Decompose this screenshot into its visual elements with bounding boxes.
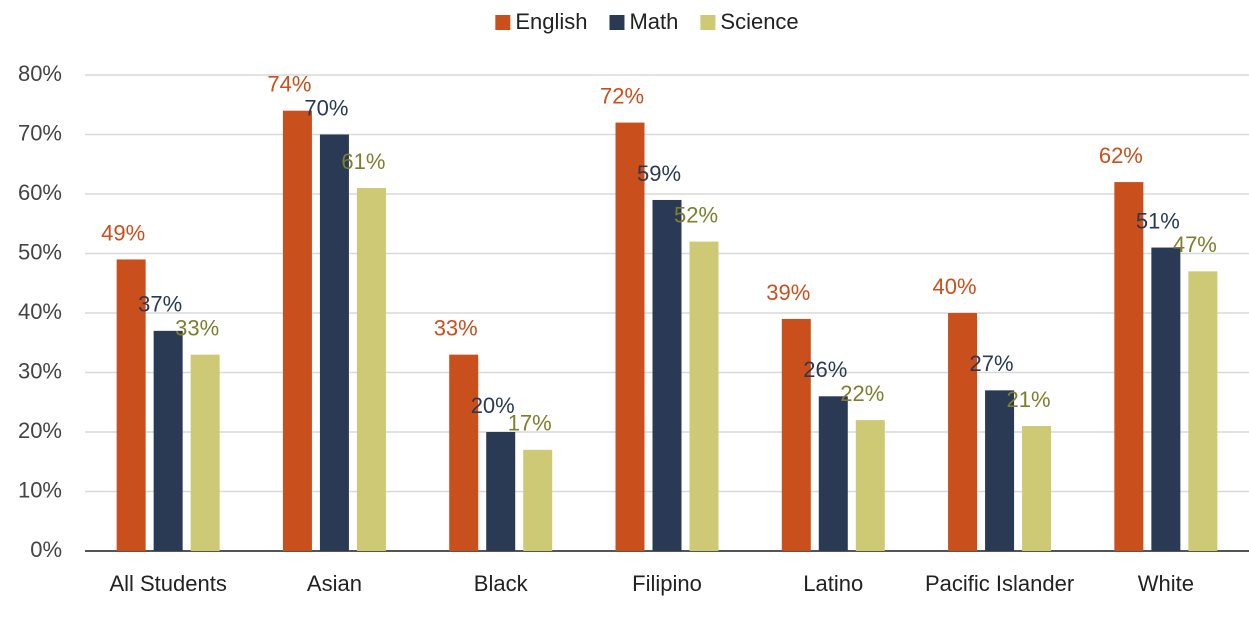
bar [449,354,479,551]
data-label: 33% [175,315,219,340]
data-label: 33% [434,315,478,340]
bar [652,199,682,551]
bar [190,354,220,551]
bar [486,432,516,551]
legend-swatch [609,15,625,30]
y-tick-label: 50% [18,239,62,264]
data-label: 59% [637,161,681,186]
data-label: 61% [341,149,385,174]
y-tick-label: 10% [18,477,62,502]
data-label: 37% [138,292,182,317]
legend-swatch [700,15,716,30]
bar [615,122,645,551]
data-label: 49% [101,220,145,245]
x-tick-label: Pacific Islander [924,571,1075,596]
bar [1022,426,1052,551]
x-tick-label: White [1137,571,1194,596]
bar [116,259,146,551]
bar [153,330,183,551]
data-label: 26% [803,357,847,382]
x-tick-label: Black [473,571,528,596]
data-label: 62% [1099,143,1143,168]
legend-label: Science [720,9,798,34]
y-tick-label: 20% [18,418,62,443]
data-label: 70% [304,95,348,120]
legend-label: English [515,9,587,34]
data-label: 40% [933,274,977,299]
data-label: 21% [1007,387,1051,412]
data-label: 52% [674,202,718,227]
y-tick-label: 60% [18,180,62,205]
bar [818,396,848,551]
x-tick-label: Asian [306,571,362,596]
x-tick-label: Latino [803,571,864,596]
bar [523,449,553,551]
legend-swatch [495,15,511,30]
bar [1114,182,1144,551]
x-tick-label: Filipino [632,571,702,596]
y-tick-label: 40% [18,299,62,324]
data-label: 74% [267,72,311,97]
data-label: 39% [766,280,810,305]
bar [948,313,978,551]
data-label: 20% [471,393,515,418]
bar [1151,247,1181,552]
y-tick-label: 70% [18,120,62,145]
bar [356,188,386,552]
data-label: 51% [1136,208,1180,233]
bar [689,241,719,551]
data-label: 27% [970,351,1014,376]
bar [1188,271,1218,551]
y-tick-label: 0% [30,537,62,562]
x-tick-label: All Students [109,571,227,596]
y-tick-label: 80% [18,61,62,86]
bar [855,420,885,551]
bar [781,318,811,551]
data-label: 72% [600,83,644,108]
bar [985,390,1015,551]
bar [319,134,349,551]
data-label: 17% [508,411,552,436]
data-label: 22% [840,381,884,406]
legend-label: Math [629,9,678,34]
y-tick-label: 30% [18,358,62,383]
data-label: 47% [1173,232,1217,257]
bar [282,110,312,551]
